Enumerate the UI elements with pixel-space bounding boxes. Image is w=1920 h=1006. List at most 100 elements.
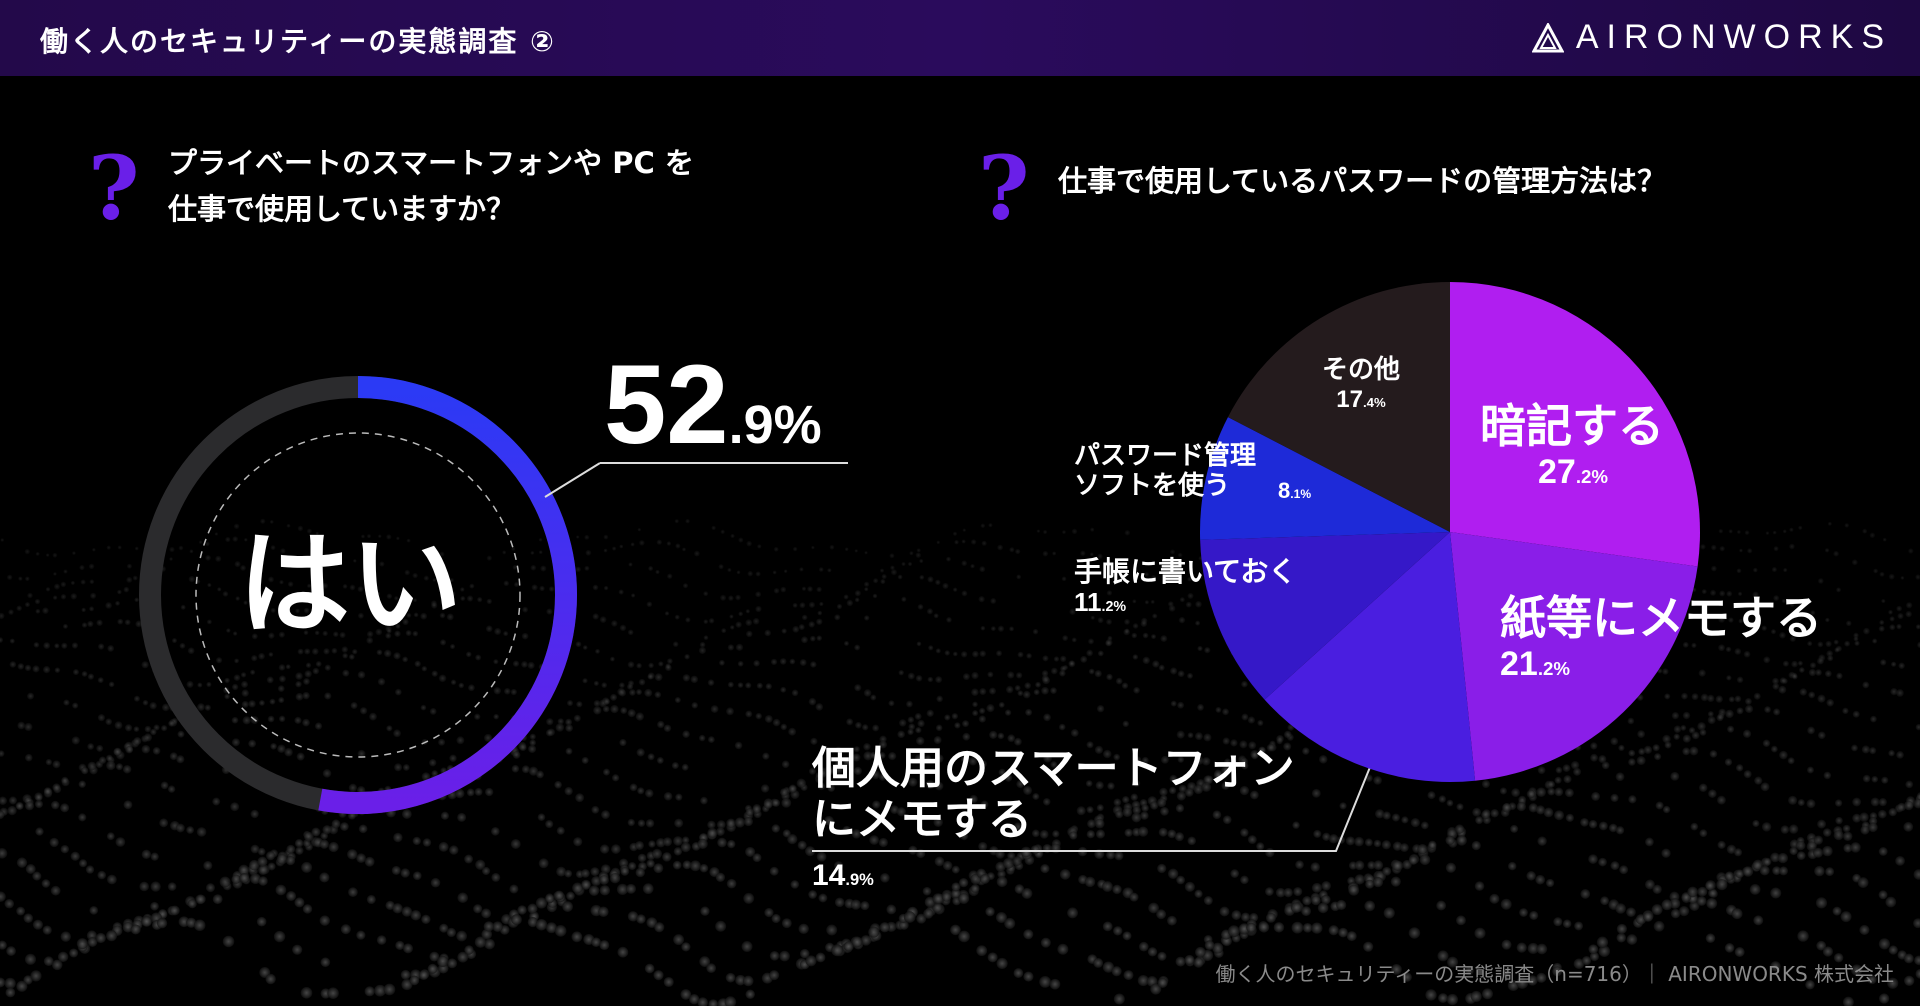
background-particle: [1131, 632, 1138, 639]
background-particle: [331, 647, 338, 654]
background-particle: [1598, 755, 1607, 764]
background-particle: [1773, 708, 1781, 716]
background-particle: [1057, 943, 1069, 955]
background-particle: [106, 760, 116, 771]
background-particle: [225, 536, 231, 543]
background-particle: [1043, 713, 1051, 722]
background-particle: [139, 881, 150, 892]
background-particle: [302, 718, 310, 727]
background-particle: [280, 548, 286, 554]
pie-label-notebook-value: 11.2%: [1074, 587, 1296, 618]
background-particle: [870, 694, 877, 701]
background-particle: [1682, 734, 1691, 743]
background-particle: [738, 537, 744, 543]
background-particle: [926, 709, 934, 718]
background-particle: [1093, 958, 1104, 968]
background-particle: [1230, 739, 1238, 747]
background-particle: [682, 674, 691, 682]
background-particle: [456, 736, 465, 745]
background-particle: [816, 851, 827, 862]
background-particle: [530, 564, 537, 571]
background-particle: [1114, 851, 1124, 861]
background-particle: [934, 856, 945, 867]
background-particle: [1699, 729, 1707, 736]
background-particle: [1718, 616, 1725, 623]
background-particle: [295, 672, 303, 680]
background-particle: [599, 940, 610, 951]
background-particle: [1701, 589, 1707, 595]
background-particle: [1863, 627, 1870, 635]
pie-label-smartphone-line2: にメモする: [812, 793, 1032, 845]
background-particle: [962, 673, 970, 681]
background-particle: [1868, 822, 1878, 833]
background-particle: [779, 658, 787, 665]
background-particle: [357, 612, 364, 619]
background-particle: [808, 767, 816, 775]
background-particle: [395, 940, 405, 951]
background-particle: [565, 724, 574, 732]
background-particle: [1321, 894, 1331, 905]
background-particle: [1852, 710, 1860, 718]
background-particle: [1871, 775, 1879, 783]
background-particle: [1761, 625, 1767, 631]
background-particle: [1022, 690, 1031, 699]
background-particle: [1736, 707, 1744, 715]
background-particle: [449, 578, 454, 583]
background-particle: [1878, 938, 1891, 950]
background-particle: [421, 665, 428, 672]
background-particle: [1610, 737, 1619, 746]
background-particle: [1049, 978, 1061, 990]
background-particle: [667, 573, 673, 579]
background-particle: [1861, 745, 1870, 754]
background-particle: [141, 849, 152, 860]
background-particle: [863, 751, 873, 761]
background-particle: [934, 781, 944, 791]
background-particle: [134, 546, 139, 551]
background-particle: [998, 701, 1005, 708]
background-particle: [1050, 687, 1057, 695]
background-particle: [1833, 550, 1839, 557]
background-particle: [1598, 945, 1611, 957]
background-particle: [1023, 971, 1034, 982]
background-particle: [746, 630, 753, 638]
background-particle: [446, 613, 454, 621]
background-particle: [52, 552, 58, 558]
background-particle: [890, 569, 898, 576]
background-particle: [871, 770, 881, 780]
background-particle: [113, 747, 122, 756]
background-particle: [17, 721, 26, 730]
background-particle: [1222, 737, 1230, 745]
background-particle: [89, 579, 95, 585]
background-particle: [447, 958, 458, 969]
background-particle: [60, 803, 70, 813]
background-particle: [385, 900, 395, 911]
background-particle: [1669, 898, 1681, 909]
background-particle: [1438, 993, 1448, 1004]
background-particle: [364, 986, 375, 997]
background-particle: [1017, 651, 1024, 658]
background-particle: [1088, 668, 1095, 675]
background-particle: [45, 587, 51, 592]
background-particle: [648, 840, 656, 848]
background-particle: [0, 848, 8, 859]
background-particle: [1102, 961, 1115, 973]
background-particle: [720, 594, 727, 601]
background-particle: [954, 722, 961, 729]
background-particle: [52, 595, 58, 600]
background-particle: [1184, 788, 1194, 797]
background-particle: [294, 716, 302, 724]
background-particle: [295, 680, 302, 688]
background-particle: [1888, 945, 1898, 955]
background-particle: [232, 536, 239, 542]
background-particle: [689, 860, 701, 872]
background-particle: [1754, 622, 1761, 629]
background-particle: [535, 897, 548, 909]
background-particle: [1653, 920, 1665, 932]
background-particle: [850, 899, 862, 910]
background-particle: [483, 921, 495, 932]
background-particle: [1598, 857, 1607, 867]
background-particle: [41, 879, 51, 888]
background-particle: [1878, 625, 1885, 632]
background-particle: [653, 970, 664, 981]
background-particle: [1654, 753, 1662, 761]
